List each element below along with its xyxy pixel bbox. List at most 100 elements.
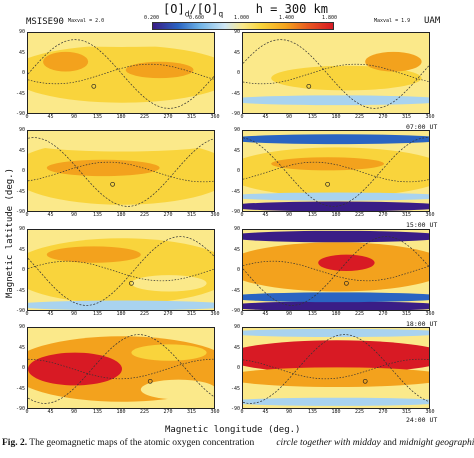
equator-curve <box>243 63 429 85</box>
time-label-2: 15:00 UT <box>406 221 438 229</box>
subsolar-marker <box>362 378 368 384</box>
y-tick-label: -45 <box>15 385 25 392</box>
right-model-label: UAM <box>424 16 441 26</box>
y-tick-label: 0 <box>21 168 25 174</box>
x-tick-label: 270 <box>163 114 173 120</box>
y-tick-label: 45 <box>18 147 25 154</box>
y-tick-label: -90 <box>15 406 25 412</box>
colorbar-tick-2: 1.000 <box>234 15 250 21</box>
terminator-curve <box>243 137 429 207</box>
x-tick-label: 270 <box>378 212 388 218</box>
y-tick-label: 45 <box>18 344 25 351</box>
y-tick-label: 45 <box>233 344 240 351</box>
contour-region-3 <box>28 300 214 310</box>
contour-region-2 <box>28 135 214 152</box>
x-tick-label: 180 <box>331 212 341 218</box>
x-tick-label: 135 <box>92 311 103 317</box>
x-tick-label: 315 <box>186 114 197 120</box>
contour-region-3 <box>243 397 429 406</box>
contour-region-3 <box>365 51 422 72</box>
y-tick-label: 45 <box>233 147 240 154</box>
y-tick-label: 90 <box>18 29 25 35</box>
x-tick-label: 45 <box>47 114 54 120</box>
y-tick-label: 45 <box>18 49 25 56</box>
terminator-curve <box>28 334 214 404</box>
colorbar-tick-1: 0.600 <box>189 15 205 21</box>
map-plot <box>27 229 215 311</box>
y-tick-label: 90 <box>18 127 25 133</box>
subsolar-marker <box>129 280 134 286</box>
subsolar-marker <box>344 280 349 286</box>
x-tick-label: 225 <box>354 114 365 120</box>
colorbar <box>152 22 334 30</box>
contour-region-2 <box>243 387 429 397</box>
map-panel-r3-c1 <box>242 327 430 409</box>
x-tick-label: 180 <box>116 114 126 120</box>
contour-region-2 <box>243 230 429 243</box>
x-tick-label: 360 <box>425 409 435 415</box>
contour-region-0 <box>243 340 429 374</box>
x-tick-label: 90 <box>285 114 293 120</box>
x-tick-label: 360 <box>425 114 435 120</box>
time-label-1: 07:00 UT <box>406 123 438 131</box>
terminator-curve <box>28 39 214 109</box>
x-tick-label: 45 <box>47 311 54 317</box>
x-tick-label: 315 <box>401 114 412 120</box>
map-panel-r2-c0 <box>27 229 215 311</box>
contour-region-4 <box>271 157 384 171</box>
x-tick-label: 270 <box>163 409 173 415</box>
x-tick-label: 45 <box>262 212 269 218</box>
y-tick-label: -90 <box>230 209 240 215</box>
contour-region-3 <box>243 192 429 201</box>
y-tick-label: 45 <box>233 246 240 253</box>
y-tick-label: -90 <box>230 406 240 412</box>
y-tick-label: 90 <box>233 29 240 35</box>
x-tick-label: 270 <box>163 212 173 218</box>
y-tick-label: 45 <box>233 49 240 56</box>
y-tick-label: 0 <box>236 70 240 76</box>
x-tick-label: 180 <box>331 409 341 415</box>
y-tick-label: 0 <box>236 168 240 174</box>
x-tick-label: 360 <box>425 212 435 218</box>
time-label-4: 24:00 UT <box>406 416 438 424</box>
x-tick-label: 225 <box>354 212 365 218</box>
equator-curve <box>28 358 214 380</box>
x-tick-label: 180 <box>116 409 126 415</box>
y-tick-label: 0 <box>236 365 240 371</box>
x-tick-label: 180 <box>331 311 341 317</box>
x-tick-label: 315 <box>186 409 197 415</box>
y-tick-label: 0 <box>21 70 25 76</box>
contour-region-1 <box>46 246 141 263</box>
x-tick-label: 135 <box>307 409 318 415</box>
terminator-curve <box>28 137 214 207</box>
title-sub-d: d <box>184 9 190 19</box>
x-tick-label: 360 <box>210 212 220 218</box>
x-tick-label: 0 <box>240 212 244 218</box>
map-panel-r1-c0 <box>27 130 215 212</box>
x-tick-label: 315 <box>401 311 412 317</box>
y-tick-label: -90 <box>230 111 240 117</box>
x-tick-label: 90 <box>70 212 78 218</box>
colorbar-tick-0: 0.200 <box>144 15 160 21</box>
x-tick-label: 90 <box>70 311 78 317</box>
equator-curve <box>28 260 214 282</box>
title-altitude: h = 300 km <box>255 2 328 16</box>
y-tick-label: -90 <box>15 209 25 215</box>
x-tick-label: 360 <box>210 114 220 120</box>
x-tick-label: 225 <box>139 409 150 415</box>
caption-and: and <box>380 438 400 448</box>
y-tick-label: 90 <box>18 226 25 232</box>
contour-region-4 <box>243 328 429 338</box>
x-tick-label: 315 <box>186 311 197 317</box>
map-plot <box>242 32 430 114</box>
y-tick-label: -45 <box>230 90 240 97</box>
x-tick-label: 225 <box>354 311 365 317</box>
contour-region-3 <box>243 301 429 310</box>
x-tick-label: 90 <box>70 114 78 120</box>
x-tick-label: 360 <box>210 311 220 317</box>
time-label-3: 18:00 UT <box>406 320 438 328</box>
x-tick-label: 180 <box>331 114 341 120</box>
contour-region-1 <box>43 51 89 72</box>
y-tick-label: -90 <box>230 308 240 314</box>
y-tick-label: 0 <box>21 267 25 273</box>
